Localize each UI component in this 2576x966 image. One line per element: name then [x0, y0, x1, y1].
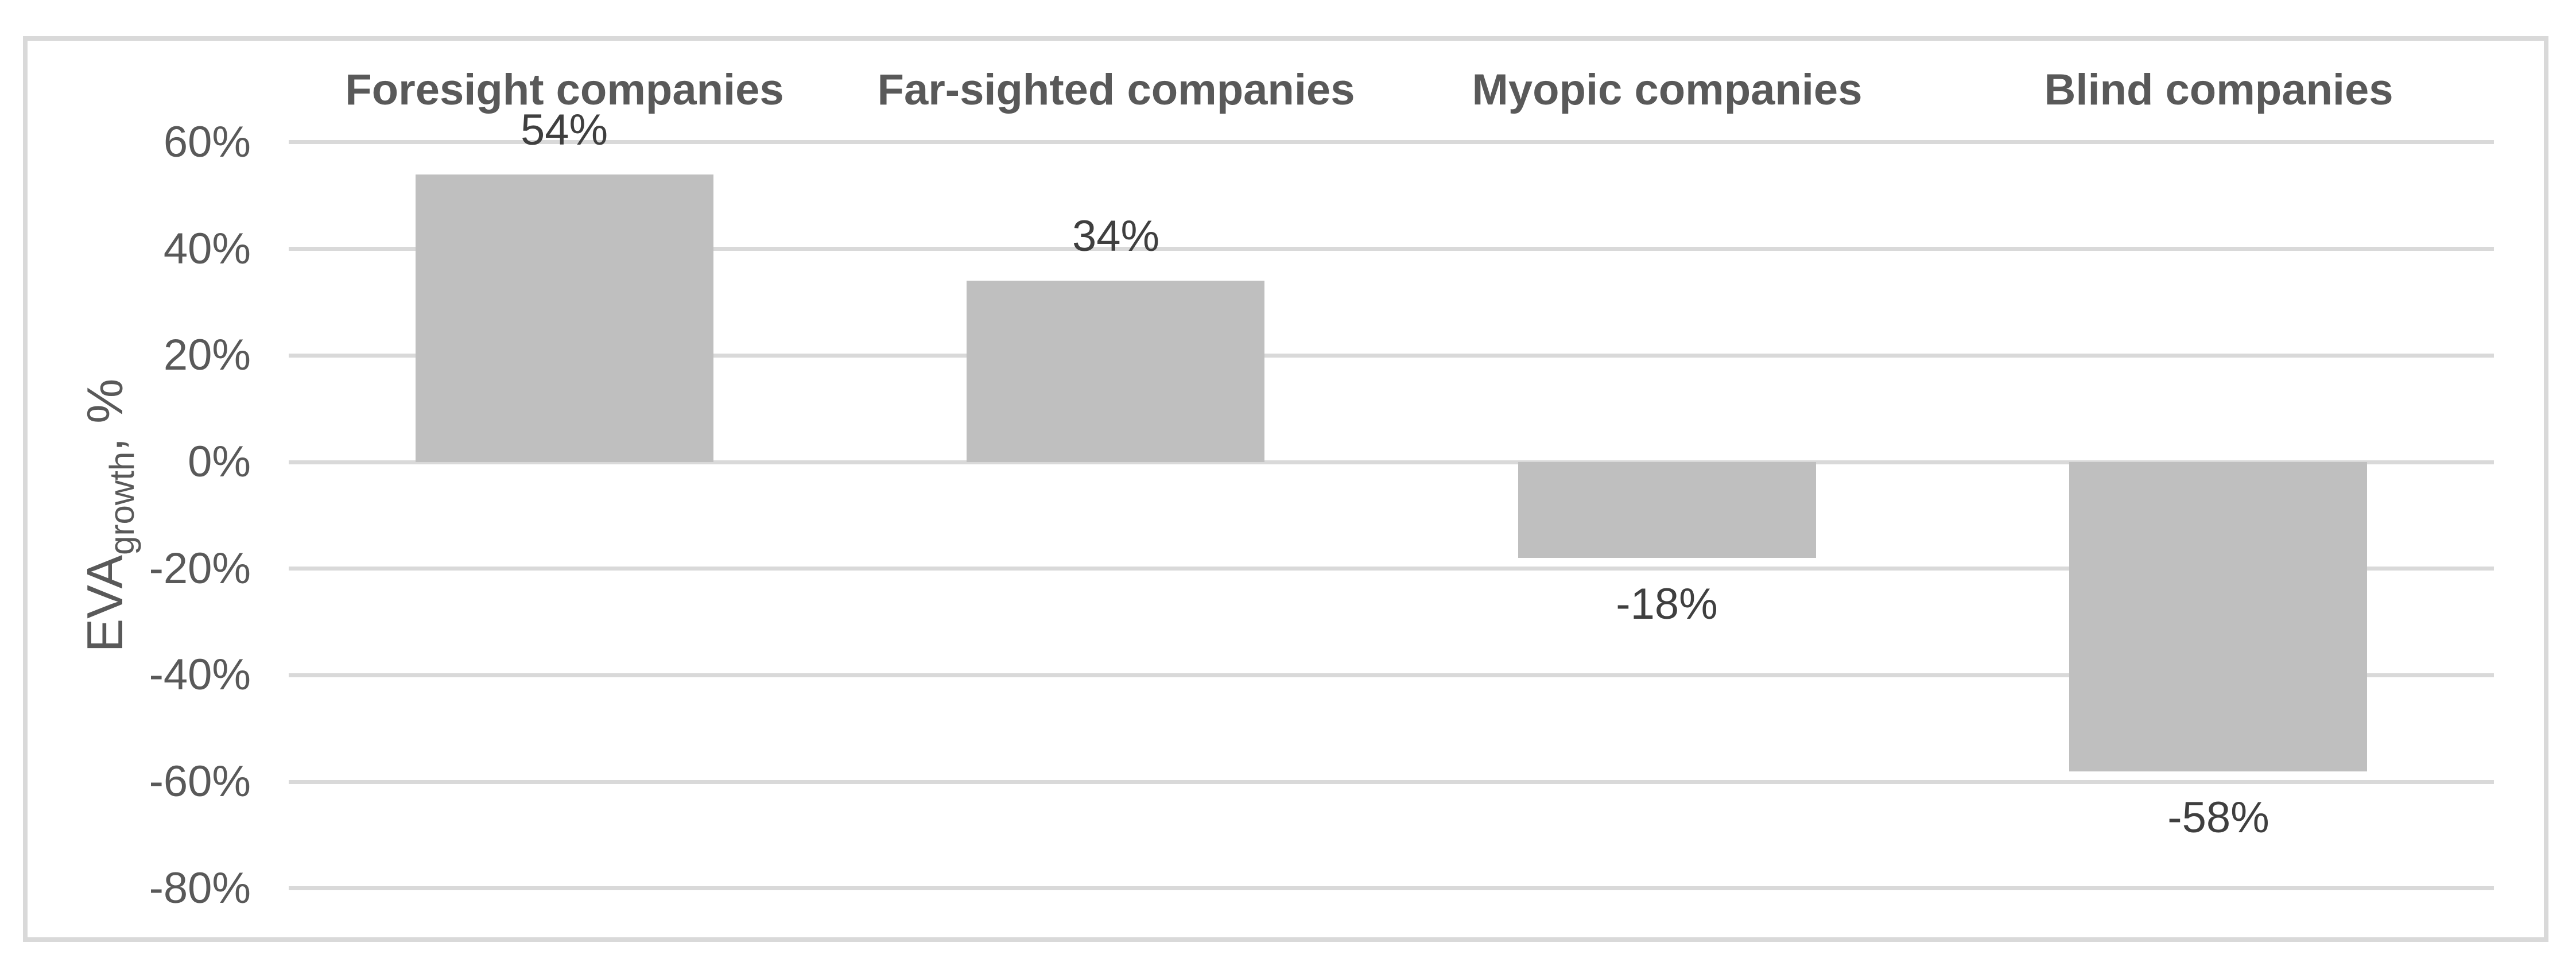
y-axis-title: EVAgrowth, %	[73, 228, 141, 802]
y-tick-label-neg40: -40%	[149, 650, 251, 699]
y-tick-label-neg60: -60%	[149, 757, 251, 806]
category-title-foresight: Foresight companies	[345, 65, 784, 114]
category-title-blind: Blind companies	[2044, 65, 2393, 114]
data-label-myopic: -18%	[1616, 580, 1718, 629]
bar-myopic	[1518, 462, 1816, 558]
bar-farsighted	[967, 281, 1264, 462]
bar-foresight	[416, 174, 713, 462]
data-label-farsighted: 34%	[1072, 212, 1160, 261]
chart-border-frame	[23, 36, 2548, 942]
gridline-neg60pct	[289, 780, 2494, 784]
y-tick-label-60: 60%	[163, 118, 251, 166]
data-label-foresight: 54%	[520, 106, 608, 154]
y-tick-label-neg80: -80%	[149, 864, 251, 913]
y-tick-label-neg20: -20%	[149, 544, 251, 593]
category-title-farsighted: Far-sighted companies	[877, 65, 1355, 114]
y-axis-title-main: EVA	[76, 554, 133, 653]
gridline-60pct	[289, 140, 2494, 144]
y-axis-title-suffix: , %	[76, 378, 133, 452]
y-axis-title-subscript: growth	[103, 451, 141, 555]
data-label-blind: -58%	[2167, 793, 2269, 842]
y-tick-label-20: 20%	[163, 331, 251, 379]
gridline-0pct	[289, 460, 2494, 464]
bar-blind	[2069, 462, 2367, 771]
gridline-neg80pct	[289, 886, 2494, 890]
gridline-neg20pct	[289, 567, 2494, 571]
gridline-40pct	[289, 247, 2494, 251]
gridline-20pct	[289, 354, 2494, 358]
y-tick-label-40: 40%	[163, 224, 251, 273]
category-title-myopic: Myopic companies	[1472, 65, 1863, 114]
y-tick-label-0: 0%	[188, 437, 251, 486]
gridline-neg40pct	[289, 673, 2494, 677]
